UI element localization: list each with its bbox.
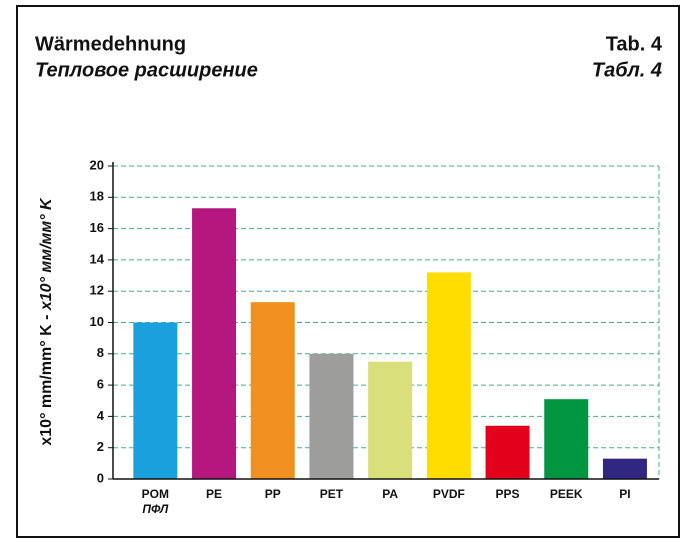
bar: [192, 208, 237, 479]
y-tick-label: 8: [97, 345, 104, 360]
y-axis-label: x10° mm/mm° K - x10° мм/мм° K: [38, 197, 55, 446]
y-tick-label: 18: [90, 189, 104, 204]
bar: [368, 361, 413, 479]
x-tick-label-ru: ПФЛ: [142, 502, 169, 516]
bar: [309, 353, 354, 479]
table-label: Tab. 4: [606, 33, 663, 55]
y-tick-label: 6: [97, 377, 104, 392]
x-tick-label: PA: [382, 487, 398, 501]
x-tick-label: PVDF: [433, 487, 465, 501]
y-axis-label-de: x10° mm/mm° K -: [38, 315, 55, 446]
y-tick-label: 10: [90, 314, 104, 329]
x-tick-label: PET: [320, 487, 344, 501]
bar: [250, 302, 295, 479]
y-tick-label: 20: [90, 157, 104, 172]
x-tick-label: PP: [265, 487, 281, 501]
x-tick-label: PEEK: [550, 487, 583, 501]
y-tick-label: 2: [97, 439, 104, 454]
bar: [544, 399, 589, 479]
x-tick-label: PE: [206, 487, 222, 501]
x-tick-label: POM: [142, 487, 169, 501]
bar: [426, 272, 471, 479]
y-tick-label: 12: [90, 283, 104, 298]
bar: [485, 425, 530, 479]
bar: [133, 322, 178, 479]
bar: [602, 458, 647, 479]
table-label-ru: Табл. 4: [592, 59, 662, 81]
y-tick-label: 0: [97, 470, 104, 485]
y-axis-label-ru: x10° мм/мм° K: [38, 197, 55, 311]
chart-title: Wärmedehnung: [35, 33, 186, 55]
chart-subtitle: Тепловое расширение: [35, 59, 258, 81]
frame: [16, 5, 680, 538]
y-tick-label: 16: [90, 220, 104, 235]
x-tick-label: PPS: [496, 487, 520, 501]
y-tick-label: 4: [97, 408, 105, 423]
y-tick-label: 14: [90, 251, 105, 266]
x-tick-label: PI: [619, 487, 630, 501]
